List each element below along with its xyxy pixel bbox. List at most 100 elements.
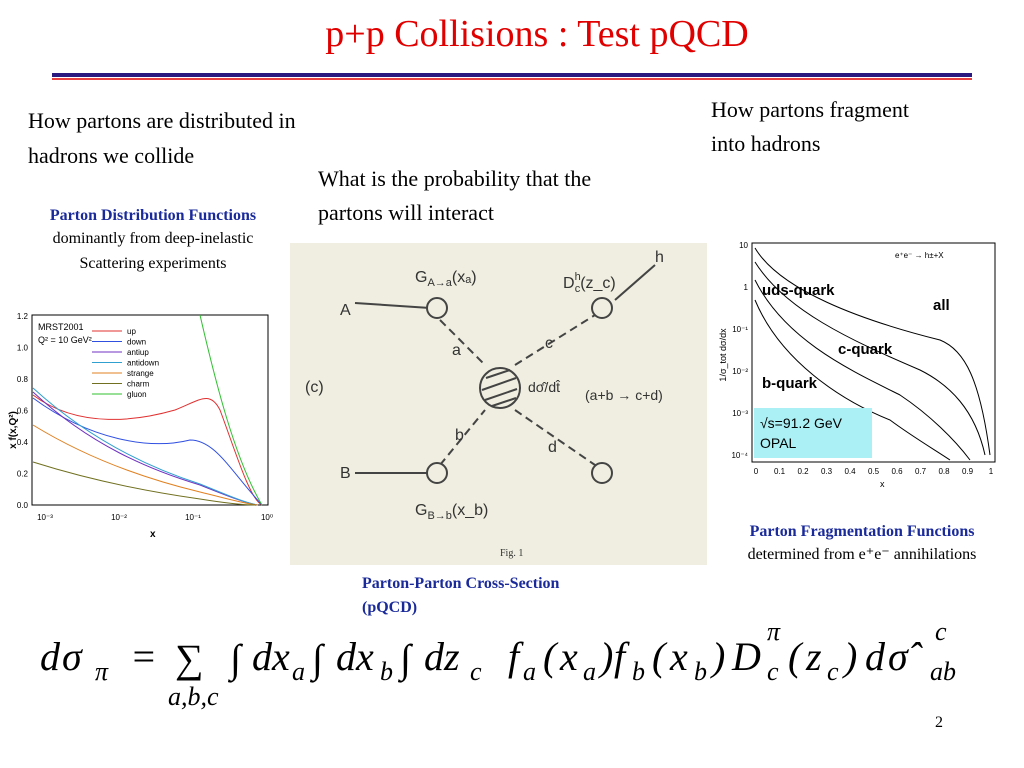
y-tick-label: 10⁻² (732, 367, 748, 376)
formula-token: ) (710, 634, 725, 679)
plot-label: uds-quark (762, 282, 835, 299)
formula-token: a (292, 657, 305, 686)
diagram-label: c (545, 335, 553, 352)
diagram-label: GB→b(x_b) (415, 502, 488, 522)
caption-title: Parton-Parton Cross-Section (362, 575, 560, 592)
y-tick-label: 10⁻¹ (732, 325, 748, 334)
feynman-diagram: A B a b c d h (c) GA→a(xₐ) GB→b(x_b) Dh c… (290, 243, 707, 565)
diagram-label: (a+b → c+d) (585, 387, 663, 403)
caption: determined from e⁺e⁻ annihilations (748, 546, 977, 563)
formula-token: x (559, 634, 578, 679)
formula-token: ( (543, 634, 559, 679)
formula-token: ( (652, 634, 668, 679)
diagram-label: GA→a(xₐ) (415, 269, 477, 289)
curve (32, 397, 263, 506)
ff-plot: e⁺e⁻ → h±+X uds-quark all c-quark b-quar… (718, 241, 996, 489)
plot-label: √s=91.2 GeV (760, 415, 843, 431)
formula-token: ∫ (309, 636, 326, 683)
y-tick-label: 0.2 (17, 470, 29, 479)
right-text: into hadrons (711, 131, 820, 156)
diagram-label: d (548, 439, 557, 456)
caption: Scattering experiments (79, 255, 226, 272)
formula-token: c (470, 657, 482, 686)
plot-frame (751, 242, 996, 463)
info-box (754, 408, 872, 458)
x-tick-label: 1 (989, 467, 994, 476)
diagram-label: dσ̂/dt̂ (528, 379, 561, 395)
formula-token: b (380, 657, 393, 686)
x-tick-label: 10⁻¹ (185, 513, 201, 522)
x-tick-label: 0.2 (797, 467, 809, 476)
y-tick-label: 0.6 (17, 407, 29, 416)
curve (32, 394, 263, 506)
diagram-label: (c) (305, 379, 324, 396)
diagram-label: a (452, 342, 461, 359)
x-tick-label: 10⁻³ (37, 513, 53, 522)
right-text: How partons fragment (711, 97, 909, 122)
formula-token: a (523, 657, 536, 686)
formula-token: b (632, 657, 645, 686)
y-axis-label: 1/σ_tot dσ/dx (718, 328, 728, 382)
formula-token: dz (424, 634, 460, 679)
page-number: 2 (935, 714, 943, 731)
diagram-label: Dh c(z_c) (563, 271, 616, 295)
formula-token: π (95, 657, 109, 686)
formula-token: c (827, 657, 839, 686)
y-tick-label: 0.4 (17, 438, 29, 447)
legend-label: up (127, 327, 136, 336)
formula-token: D (731, 634, 761, 679)
x-tick-label: 0.8 (938, 467, 950, 476)
x-tick-label: 0.1 (774, 467, 786, 476)
formula-token: dx (252, 634, 290, 679)
y-axis-label: x f(x,Q²) (8, 411, 19, 449)
x-tick-label: 0.9 (962, 467, 974, 476)
formula-token: c (935, 617, 947, 646)
x-tick-label: 0.5 (868, 467, 880, 476)
x-tick-label: 0.3 (821, 467, 833, 476)
formula-token: ∫ (227, 636, 244, 683)
formula-token: ) (598, 634, 613, 679)
legend-label: gluon (127, 390, 147, 399)
formula-token: z (805, 634, 822, 679)
x-axis-label: x (880, 479, 885, 489)
plot-label: b-quark (762, 375, 818, 392)
legend-label: antidown (127, 359, 159, 368)
plot-label: Q² = 10 GeV² (38, 335, 92, 345)
formula-token: = (130, 634, 157, 679)
diagram-label: h (655, 249, 664, 266)
formula-token: σ (62, 634, 83, 679)
plot-label: c-quark (838, 341, 893, 358)
legend-label: strange (127, 369, 154, 378)
diagram-label: A (340, 302, 351, 319)
formula-token: b (694, 657, 707, 686)
slide-title: p+p Collisions : Test pQCD (325, 13, 748, 55)
formula-token: ab (930, 657, 956, 686)
formula-token: ∫ (397, 636, 414, 683)
plot-frame (31, 314, 269, 506)
formula-token: x (669, 634, 688, 679)
left-text: hadrons we collide (28, 143, 194, 168)
formula-token: dx (336, 634, 374, 679)
x-axis-label: x (150, 529, 156, 540)
legend-label: down (127, 338, 146, 347)
formula-token: a (583, 657, 596, 686)
y-tick-label: 1.2 (17, 312, 29, 321)
y-tick-label: 0.8 (17, 375, 29, 384)
diagram-label: b (455, 427, 464, 444)
formula-token: c (767, 657, 779, 686)
plot-label: e⁺e⁻ → h±+X (895, 251, 944, 260)
x-tick-label: 0.6 (891, 467, 903, 476)
x-tick-label: 0.7 (915, 467, 927, 476)
curve (32, 461, 256, 506)
formula-token: π (767, 617, 781, 646)
diagram-label: Fig. 1 (500, 548, 523, 559)
formula-token: f (614, 634, 630, 679)
formula-token: ( (788, 634, 804, 679)
plot-label: MRST2001 (38, 322, 84, 332)
caption: dominantly from deep-inelastic (53, 230, 254, 247)
pdf-plot: MRST2001 Q² = 10 GeV² x x f(x,Q²) 0.0 0.2… (8, 312, 273, 540)
diagram-label: B (340, 465, 351, 482)
plot-label: OPAL (760, 435, 797, 451)
